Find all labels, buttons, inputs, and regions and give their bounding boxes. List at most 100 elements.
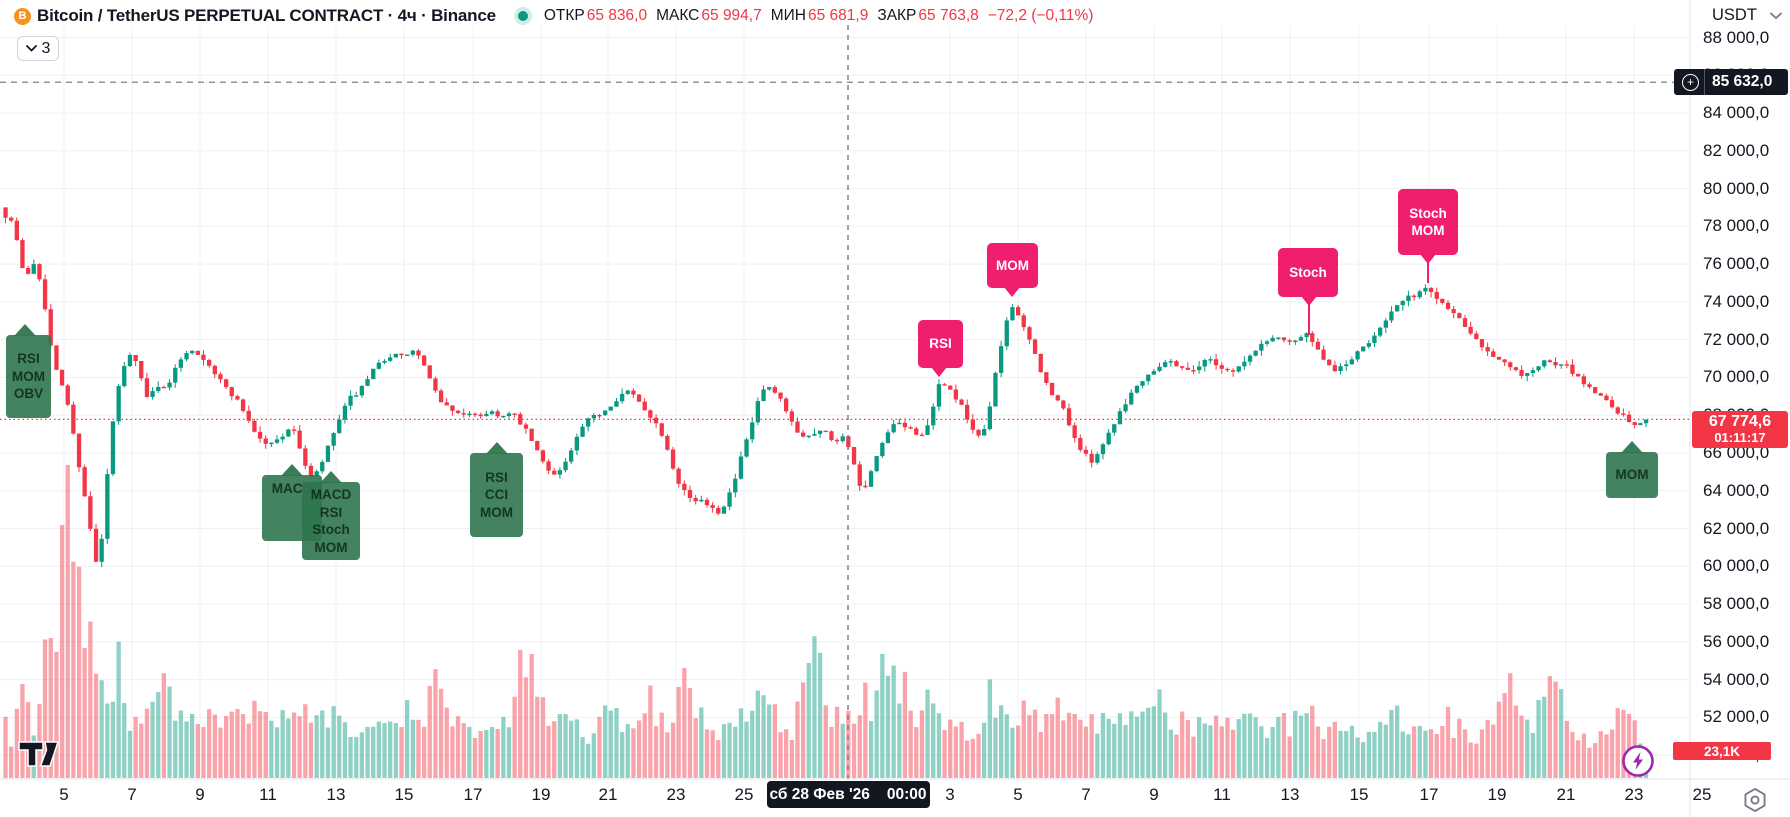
signal-text: MOM xyxy=(1615,467,1649,483)
price-change: −72,2 (−0,11%) xyxy=(987,7,1094,24)
bitcoin-icon: B xyxy=(14,7,31,25)
lightning-icon[interactable] xyxy=(1621,744,1655,778)
signal-text: Stoch xyxy=(1289,264,1327,280)
chevron-down-icon xyxy=(1770,12,1782,19)
arrow-up-pointer xyxy=(281,464,303,476)
time-axis-label: 11 xyxy=(259,785,277,804)
ohlc-high: МАКС 65 994,7 xyxy=(656,7,762,24)
signal-label-rsi[interactable]: RSI xyxy=(918,320,963,368)
market-status-dot[interactable] xyxy=(517,11,528,21)
chevron-down-icon xyxy=(25,45,37,52)
ohlc-low: МИН 65 681,9 xyxy=(770,7,869,24)
signal-text: RSI xyxy=(17,351,40,367)
objects-count: 3 xyxy=(41,39,51,57)
crosshair-date: сб 28 Фев '26 xyxy=(769,785,870,803)
symbol-title[interactable]: Bitcoin / TetherUS PERPETUAL CONTRACT · … xyxy=(37,6,496,25)
time-axis-label: 21 xyxy=(1556,785,1576,804)
time-axis-label: 15 xyxy=(394,785,414,804)
currency-selector[interactable]: USDT xyxy=(1712,6,1782,25)
signal-text: MOM xyxy=(480,504,513,520)
alert-price-tag[interactable]: + 85 632,0 xyxy=(1674,69,1788,95)
crosshair-time: 00:00 xyxy=(886,785,927,803)
timezone-settings-icon[interactable] xyxy=(1741,786,1769,814)
signal-label-rsi-cci-mom[interactable]: RSI CCI MOM xyxy=(470,453,523,537)
signal-text: MACD xyxy=(310,487,352,502)
time-axis-label: 15 xyxy=(1349,785,1369,804)
arrow-up-pointer xyxy=(14,324,36,336)
arrow-up-pointer xyxy=(1621,441,1643,453)
price-axis-label: 64 000,0 xyxy=(1703,480,1770,500)
pointer-tail xyxy=(1308,305,1310,335)
time-axis-label: 7 xyxy=(127,785,137,804)
arrow-down-pointer xyxy=(1301,296,1317,306)
ohlc-row: ОТКР 65 836,0 МАКС 65 994,7 МИН 65 681,9 ЗА… xyxy=(544,7,1094,25)
signal-text: MOM xyxy=(1411,223,1445,238)
arrow-down-pointer xyxy=(931,367,947,377)
time-axis-label: 19 xyxy=(531,785,551,804)
signal-text: RSI xyxy=(485,469,508,485)
time-axis-label: 17 xyxy=(1419,785,1439,804)
signal-text: MOM xyxy=(996,257,1029,273)
time-axis-label: 5 xyxy=(1013,785,1023,804)
signal-label-stoch[interactable]: Stoch xyxy=(1278,248,1338,297)
last-price-value: 67 774,6 xyxy=(1708,413,1772,431)
arrow-up-pointer xyxy=(486,442,508,454)
price-axis-label: 76 000,0 xyxy=(1703,254,1770,274)
currency-label: USDT xyxy=(1712,6,1757,24)
price-axis-label: 58 000,0 xyxy=(1703,594,1770,613)
signal-text: MOM xyxy=(12,368,45,384)
tag-divider xyxy=(1704,69,1705,95)
volume-axis-tag: 23,1K xyxy=(1673,742,1771,760)
price-axis-label: 70 000,0 xyxy=(1703,367,1770,387)
crosshair-date-tag: сб 28 Фев '26 00:00 xyxy=(766,781,930,808)
plus-circle-icon[interactable]: + xyxy=(1682,73,1699,91)
signal-label-stoch-mom[interactable]: Stoch MOM xyxy=(1398,189,1458,255)
time-axis-label: 9 xyxy=(1149,785,1159,804)
time-axis-label: 5 xyxy=(59,785,69,804)
price-axis-label: 88 000,0 xyxy=(1703,27,1770,47)
objects-count-chip[interactable]: 3 xyxy=(17,36,59,61)
tradingview-logo[interactable] xyxy=(18,740,60,768)
signal-label-macd-rsi-stoch-mom[interactable]: MACD RSI Stoch MOM xyxy=(302,482,360,560)
price-axis-label: 72 000,0 xyxy=(1703,329,1770,349)
time-axis-label: 23 xyxy=(666,785,686,804)
signal-text: Stoch xyxy=(1409,205,1447,221)
time-axis-label: 17 xyxy=(463,785,483,804)
price-axis-label: 74 000,0 xyxy=(1703,291,1770,311)
time-axis-label: 13 xyxy=(1280,785,1300,804)
price-axis-label: 80 000,0 xyxy=(1703,178,1770,198)
price-axis-label: 56 000,0 xyxy=(1703,631,1770,651)
time-axis-label: 7 xyxy=(1081,785,1091,804)
time-axis-label: 9 xyxy=(195,785,205,804)
volume-value: 23,1K xyxy=(1703,743,1741,759)
signal-label-mom[interactable]: MOM xyxy=(1606,452,1658,498)
signal-text: MOM xyxy=(314,539,348,555)
signal-text: Stoch xyxy=(312,522,350,537)
ohlc-open: ОТКР 65 836,0 xyxy=(543,7,648,24)
time-axis-label: 25 xyxy=(1692,785,1712,804)
arrow-up-pointer xyxy=(320,471,342,483)
pointer-tail xyxy=(1427,263,1429,283)
signal-text: CCI xyxy=(484,487,509,503)
time-axis-label: 23 xyxy=(1624,785,1644,804)
price-axis-label: 78 000,0 xyxy=(1703,216,1770,236)
price-axis-label: 82 000,0 xyxy=(1703,140,1770,160)
time-axis-label: 19 xyxy=(1487,785,1507,804)
ohlc-close: ЗАКР 65 763,8 xyxy=(877,7,979,24)
arrow-down-pointer xyxy=(1004,287,1020,297)
bar-countdown: 01:11:17 xyxy=(1714,430,1766,446)
time-axis-label: 21 xyxy=(598,785,618,804)
time-axis-label: 25 xyxy=(734,785,754,804)
signal-text: OBV xyxy=(13,386,44,402)
alert-price-value: 85 632,0 xyxy=(1712,73,1773,90)
signal-label-rsi-mom-obv[interactable]: RSI MOM OBV xyxy=(6,335,51,418)
time-axis-label: 13 xyxy=(326,785,346,804)
arrow-down-pointer xyxy=(1420,254,1436,264)
signal-label-mom[interactable]: MOM xyxy=(987,243,1038,288)
time-axis-label: 3 xyxy=(945,785,955,804)
last-price-tag[interactable]: 67 774,6 01:11:17 xyxy=(1692,411,1788,448)
price-axis-label: 62 000,0 xyxy=(1703,518,1770,538)
price-axis-label: 60 000,0 xyxy=(1703,556,1770,576)
